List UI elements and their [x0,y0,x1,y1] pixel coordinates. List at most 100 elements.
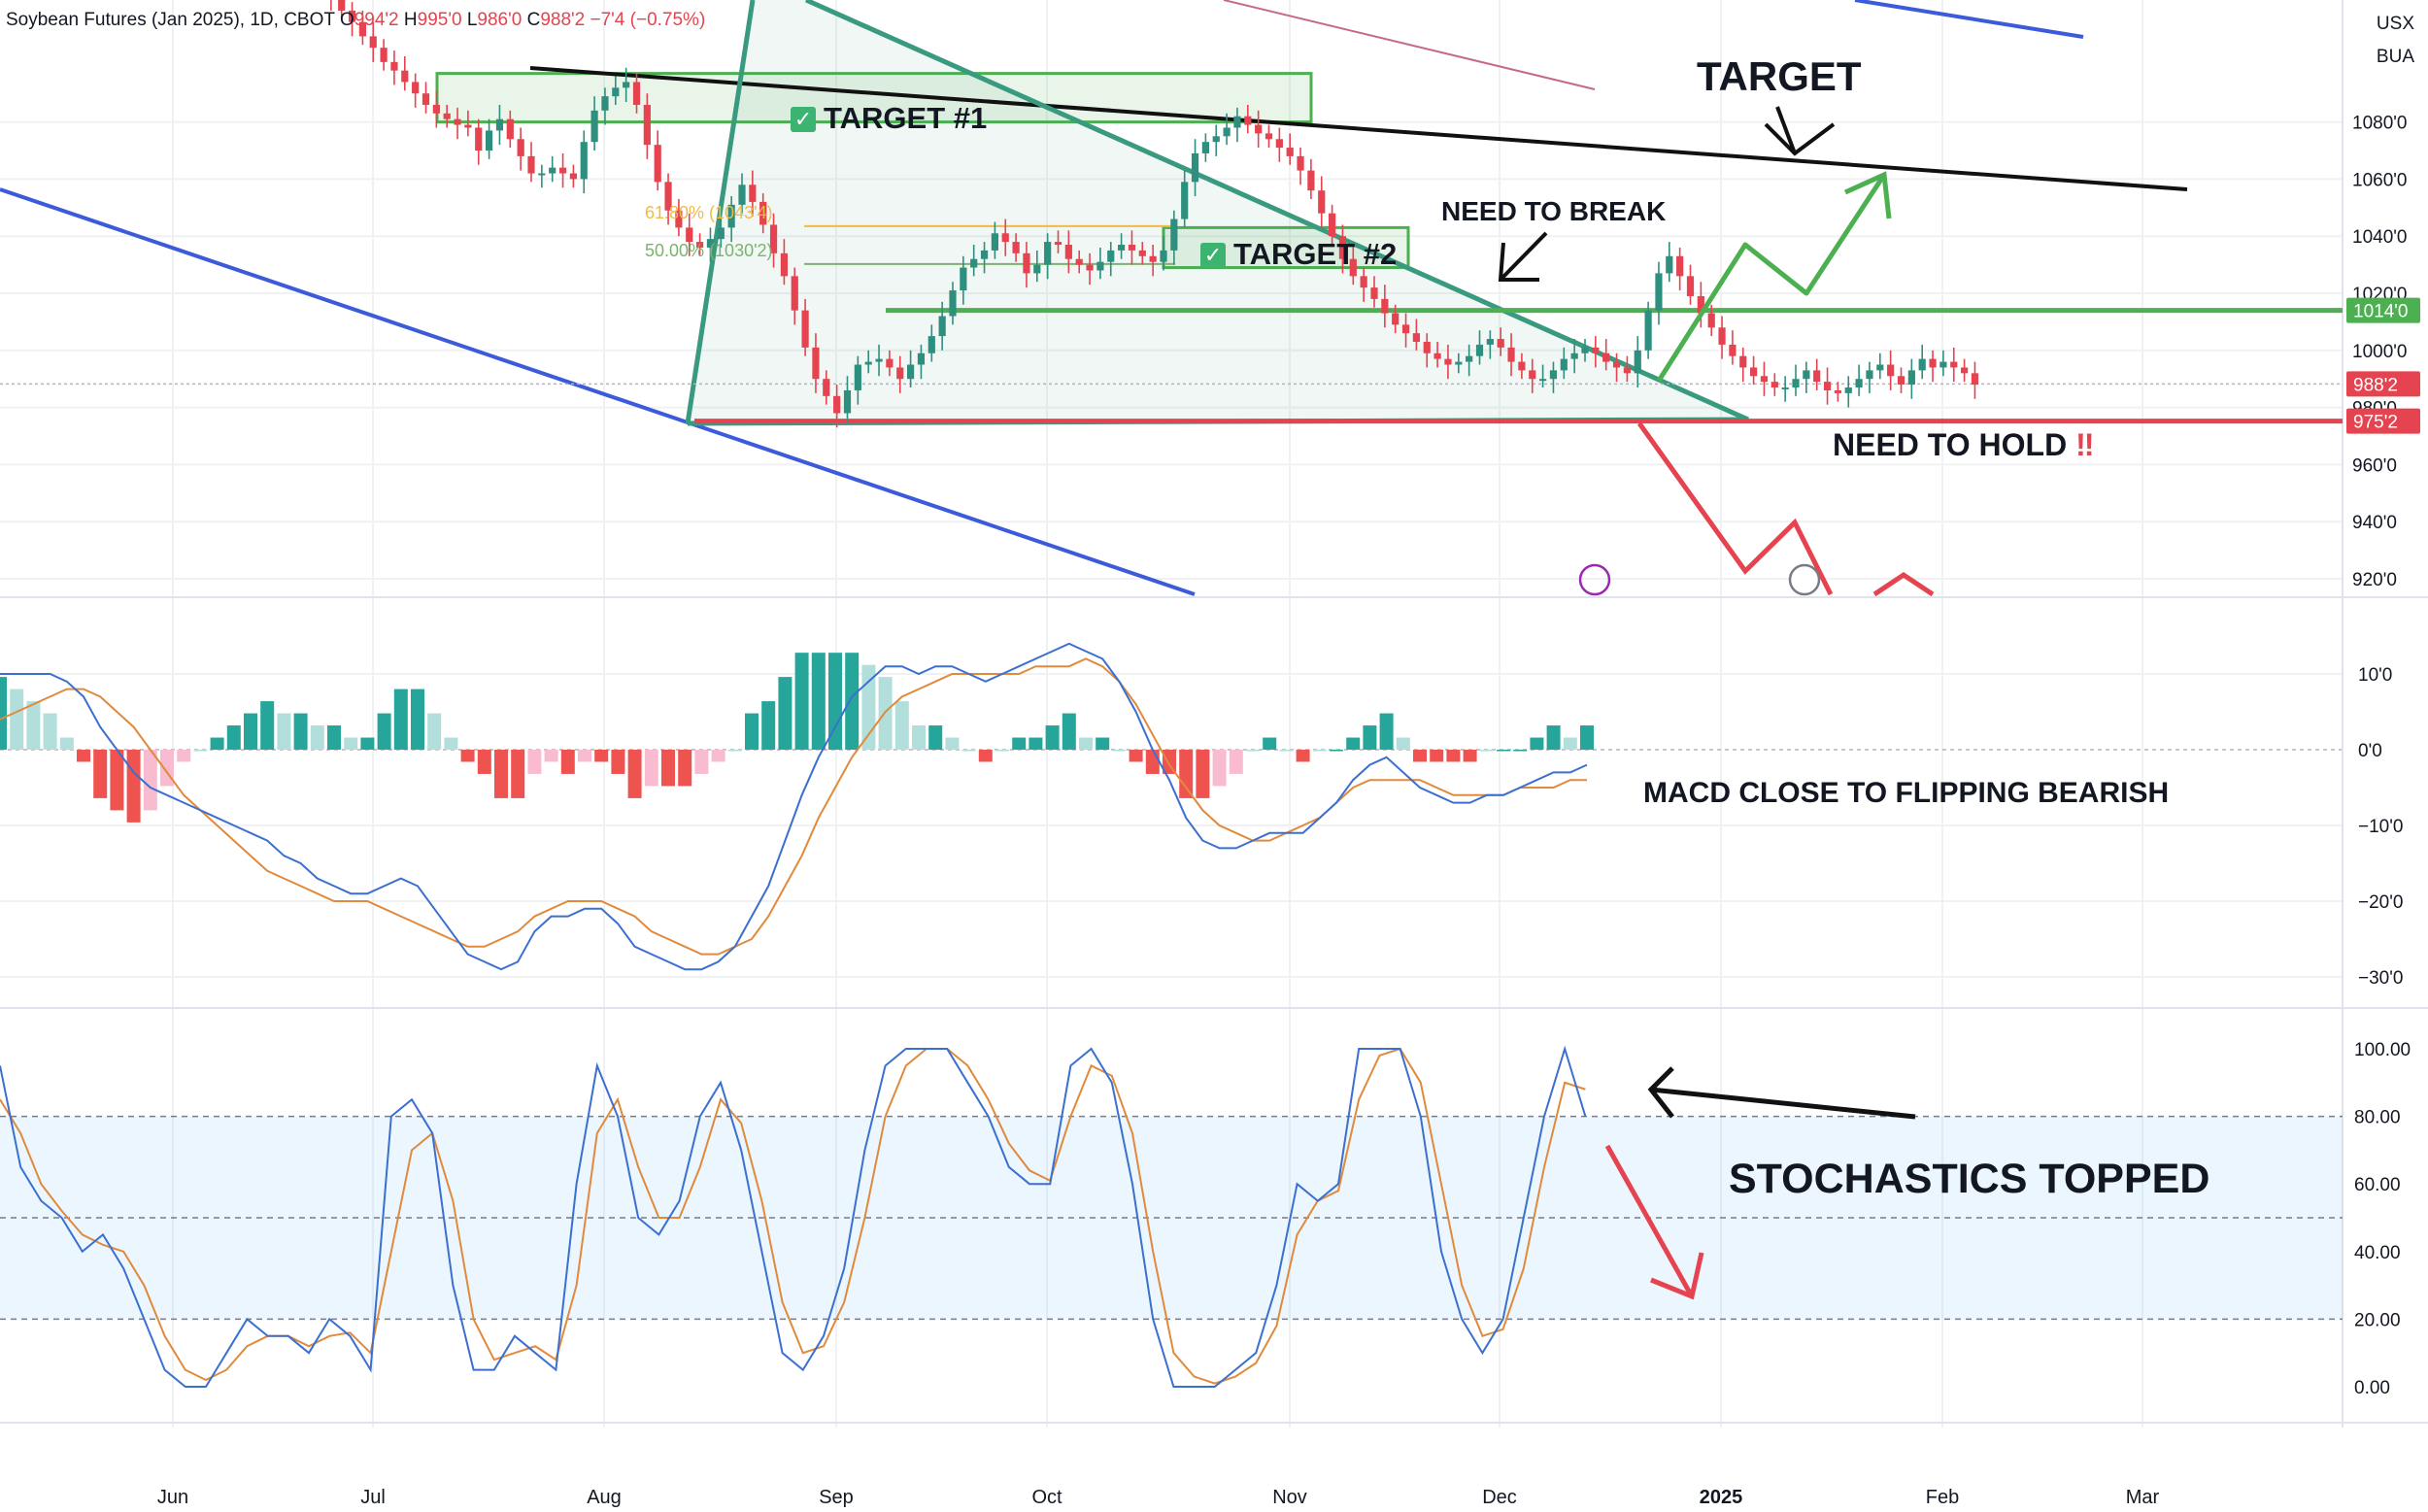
time-tick-label: Oct [1031,1487,1062,1508]
macd-histogram-bar [894,701,909,750]
candle-body [1803,370,1810,380]
high-value: 995'0 [417,10,462,30]
macd-histogram-bar [527,750,542,774]
currency-code: USX [2376,14,2414,34]
candle-body [1539,379,1547,382]
candle-body [1064,245,1072,259]
candle-body [749,185,757,202]
candle-body [727,204,735,228]
candle-body [938,316,946,337]
check-icon: ✓ [791,107,816,132]
macd-histogram-bar [327,725,341,750]
hourglass-icon [1788,563,1821,596]
candle-body [443,113,451,119]
candle-body [1191,152,1199,183]
candle-body [1939,361,1947,368]
candle-body [1844,387,1852,393]
macd-histogram-bar [1413,750,1427,762]
lightning-icon [1578,563,1611,596]
price-label-box [2346,408,2420,434]
macd-tick-label: −30'0 [2358,968,2403,989]
candle-body [1950,361,1958,368]
candle-body [1961,367,1969,374]
candle-body [1170,218,1178,251]
break-arrowhead [1498,242,1539,282]
macd-histogram-bar [1246,750,1260,752]
candle-body [791,276,798,311]
stoch-tick-label: 40.00 [2354,1243,2401,1263]
macd-histogram-bar [761,701,776,750]
candle-body [558,167,567,174]
macd-histogram-bar [1513,750,1528,752]
macd-histogram-bar [1346,737,1361,750]
macd-histogram-bar [1497,750,1510,752]
candle-body [1392,313,1399,325]
macd-histogram-bar [694,750,709,774]
candle-body [1265,133,1273,140]
macd-histogram-bar [1330,750,1343,752]
price-tick-label: 1080'0 [2352,114,2407,134]
trend-lines [0,0,2343,596]
candle-body [717,227,725,240]
macd-histogram-bar [77,750,90,762]
candle-body [1750,367,1758,377]
stoch-down-arrow [1604,1144,1695,1298]
candle-body [495,118,504,131]
macd-histogram-bar [427,713,442,750]
candle-body [1655,273,1663,311]
macd-histogram-bar [1479,750,1494,752]
candle-body [1149,255,1157,262]
currency-unit[interactable]: USX BUA [2377,8,2414,74]
candle-body [1233,116,1241,128]
macd-histogram-bar [644,750,658,787]
macd-histogram-bar [444,737,458,750]
candle-body [1518,361,1526,371]
candle-body [769,224,778,253]
macd-histogram-bar [1079,737,1093,750]
stochastic-pane [0,1045,1587,1388]
candle-body [1118,245,1126,251]
candle-body [1486,339,1494,345]
time-tick-label: Jun [157,1487,188,1508]
time-tick-label: 2025 [1700,1487,1743,1508]
candle-body [949,290,957,317]
candle-body [348,10,356,22]
candle-body [643,104,651,146]
wedge-upper-line [804,0,1750,422]
candle-body [833,395,841,414]
price-tick-label: 1040'0 [2352,227,2407,248]
candle-body [580,142,588,180]
macd-histogram-bar [393,689,408,750]
candle-body [1255,124,1263,134]
candle-body [1529,370,1536,380]
macd-histogram-bar [1296,750,1310,762]
macd-histogram-bar [511,750,525,798]
candle-body [1329,213,1336,237]
macd-histogram-bar [727,750,742,752]
candle-body [907,364,915,380]
stoch-tick-label: 60.00 [2354,1175,2401,1195]
macd-histogram-bar [226,725,241,750]
candle-body [864,361,872,365]
macd-histogram-bar [978,750,993,762]
macd-pane [0,642,1594,971]
candle-body [1401,324,1410,334]
stoch-tick-label: 80.00 [2354,1108,2401,1128]
open-value: 994'2 [354,10,399,30]
candle-body [991,233,998,251]
candle-body [1686,276,1695,296]
stoch-k-line [0,1045,1587,1388]
candle-body [896,367,904,380]
macd-histogram-bar [377,713,391,750]
candle-body [612,87,620,97]
candle-body [432,104,440,114]
candle-body [1697,295,1704,314]
bullish-path [1656,173,1887,383]
candle-body [1497,339,1504,348]
macd-histogram-bar [411,689,424,750]
candle-body [623,82,630,88]
price-label-box [2346,371,2420,397]
candle-body [1138,250,1146,256]
channel-upper-line [1854,0,2084,39]
